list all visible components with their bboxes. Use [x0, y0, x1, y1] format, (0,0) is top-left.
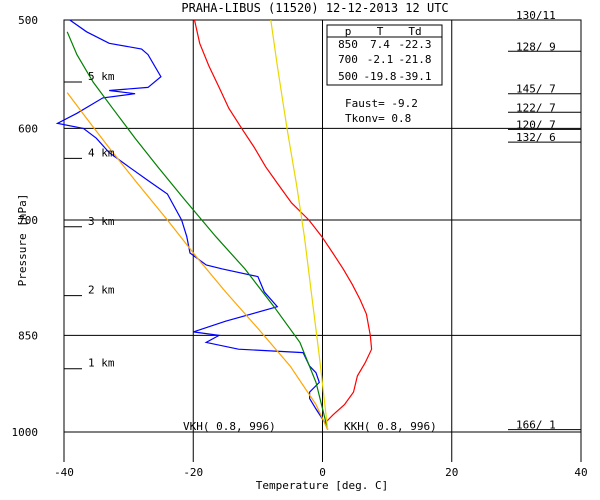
- x-tick-label: 40: [574, 466, 587, 479]
- wind-label: 122/ 7: [516, 101, 556, 114]
- grid: -40 -20 0 20 40 500 600 700 850 1000: [12, 14, 588, 479]
- height-label: 1 km: [88, 357, 115, 370]
- height-label: 5 km: [88, 70, 115, 83]
- series-line: [270, 19, 329, 430]
- table-cell: -2.1: [367, 53, 394, 66]
- series-group: [55, 19, 373, 430]
- x-tick-label: -20: [183, 466, 203, 479]
- table-cell: 700: [338, 53, 358, 66]
- x-tick-label: 20: [445, 466, 458, 479]
- table-header-p: p: [345, 25, 352, 38]
- y-tick-label: 600: [18, 122, 38, 135]
- table-cell: -21.8: [398, 53, 431, 66]
- kkh-annotation: KKH( 0.8, 996): [344, 420, 437, 433]
- y-tick-label: 1000: [12, 426, 39, 439]
- series-line: [66, 92, 329, 430]
- x-tick-label: -40: [54, 466, 74, 479]
- height-label: 2 km: [88, 284, 115, 297]
- series-line: [55, 19, 329, 430]
- height-label: 3 km: [88, 215, 115, 228]
- table-header-td: Td: [408, 25, 421, 38]
- height-labels: 5 km 4 km 3 km 2 km 1 km: [64, 70, 115, 370]
- y-tick-label: 700: [18, 214, 38, 227]
- table-cell: 7.4: [370, 38, 390, 51]
- table-cell: 500: [338, 70, 358, 83]
- y-tick-label: 500: [18, 14, 38, 27]
- wind-label: 120/ 7: [516, 118, 556, 131]
- wind-label: 132/ 6: [516, 131, 556, 144]
- table-border: [326, 24, 443, 86]
- data-table: p T Td 850 7.4 -22.3 700 -2.1 -21.8 500 …: [326, 24, 443, 86]
- wind-label: 128/ 9: [516, 40, 556, 53]
- wind-label: 130/11: [516, 9, 556, 22]
- height-label: 4 km: [88, 146, 115, 159]
- series-line: [193, 19, 373, 430]
- wind-label: 145/ 7: [516, 83, 556, 96]
- table-cell: 850: [338, 38, 358, 51]
- vkh-annotation: VKH( 0.8, 996): [183, 420, 276, 433]
- table-cell: -22.3: [398, 38, 431, 51]
- table-cell: -19.8: [363, 70, 396, 83]
- faust-index: Faust= -9.2: [345, 97, 418, 110]
- table-header-t: T: [377, 25, 384, 38]
- table-cell: -39.1: [398, 70, 431, 83]
- x-axis-label: Temperature [deg. C]: [256, 479, 388, 492]
- tkonv-index: Tkonv= 0.8: [345, 112, 411, 125]
- chart-title: PRAHA-LIBUS (11520) 12-12-2013 12 UTC: [181, 1, 448, 15]
- wind-label: 166/ 1: [516, 419, 556, 432]
- y-tick-label: 850: [18, 329, 38, 342]
- y-axis-label: Pressure [hPa]: [16, 194, 29, 287]
- x-tick-label: 0: [319, 466, 326, 479]
- series-line: [66, 31, 329, 430]
